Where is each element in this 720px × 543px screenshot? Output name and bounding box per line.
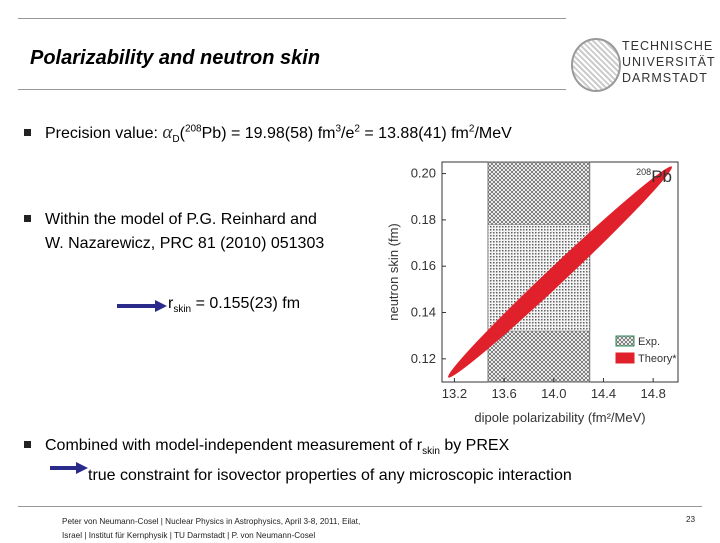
rskin-band xyxy=(487,224,591,332)
slide-title: Polarizability and neutron skin xyxy=(30,47,321,69)
university-logo-text: TECHNISCHE UNIVERSITÄT DARMSTADT xyxy=(622,38,716,86)
bullet-square-icon xyxy=(24,129,31,137)
x-tick-label: 14.4 xyxy=(591,386,616,401)
isotope-label: 208Pb xyxy=(636,167,672,186)
bullet-square-icon xyxy=(24,441,31,449)
title-rule xyxy=(18,89,566,90)
x-tick-label: 14.0 xyxy=(541,386,566,401)
y-axis-label: neutron skin (fm) xyxy=(386,223,401,321)
bullet-precision-value: Precision value: αD(208Pb) = 19.98(58) f… xyxy=(24,122,512,145)
x-tick-label: 13.2 xyxy=(442,386,467,401)
university-logo-icon xyxy=(571,38,621,92)
x-tick-label: 14.8 xyxy=(641,386,666,401)
page-number: 23 xyxy=(686,515,696,524)
y-tick-label: 0.14 xyxy=(411,305,436,320)
legend-swatch xyxy=(615,335,635,347)
x-tick-label: 13.6 xyxy=(491,386,516,401)
right-arrow-icon xyxy=(50,462,88,474)
y-tick-label: 0.18 xyxy=(411,212,436,227)
logo-line-2: UNIVERSITÄT xyxy=(622,55,716,69)
bullet-model: Within the model of P.G. Reinhard and W.… xyxy=(24,208,324,256)
logo-line-1: TECHNISCHE xyxy=(622,39,714,53)
theory-ellipse xyxy=(448,166,672,378)
bullet-square-icon xyxy=(24,215,31,223)
top-rule xyxy=(18,18,566,19)
neutron-skin-chart: 13.2 13.6 14.0 14.4 14.8 0.20 0.18 0.16 0.14 0.12… xyxy=(386,161,679,425)
bullet-prex: Combined with model-independent measurem… xyxy=(24,434,572,488)
footer-text: Peter von Neumann-Cosel | Nuclear Physic… xyxy=(62,517,361,540)
legend-label: Exp. xyxy=(638,336,660,348)
y-tick-label: 0.20 xyxy=(411,166,436,181)
right-arrow-icon xyxy=(117,300,167,312)
alpha-symbol: α xyxy=(162,122,173,143)
legend-label: Theory* xyxy=(638,353,677,365)
logo-line-3: DARMSTADT xyxy=(622,71,708,85)
chart-plot-area: 13.2 13.6 14.0 14.4 14.8 0.20 0.18 0.16 0.14 0.12… xyxy=(386,161,679,425)
rskin-result: rskin = 0.155(23) fm xyxy=(168,295,301,316)
y-tick-label: 0.16 xyxy=(411,258,436,273)
x-axis-label: dipole polarizability (fm²/MeV) xyxy=(474,410,645,425)
footer-rule xyxy=(18,506,702,507)
y-tick-label: 0.12 xyxy=(411,351,436,366)
legend-swatch xyxy=(615,352,635,364)
